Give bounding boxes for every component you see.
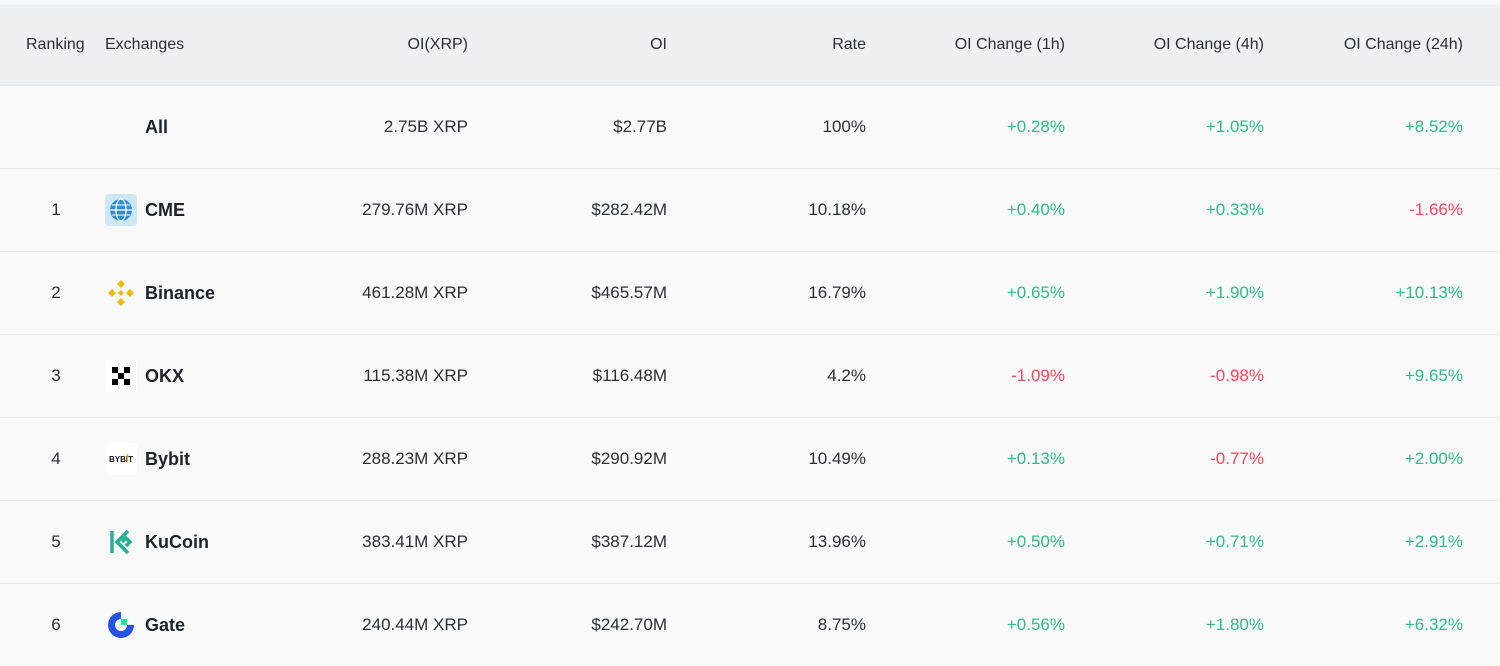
- oi-cell: $465.57M: [591, 283, 667, 302]
- okx-checker-icon: [105, 360, 137, 392]
- header-oi[interactable]: OI: [650, 36, 667, 53]
- oi-cell: $387.12M: [591, 532, 667, 551]
- oi-cell: $290.92M: [591, 449, 667, 468]
- oi-xrp-cell: 115.38M XRP: [363, 366, 468, 385]
- oi-xrp-cell: 240.44M XRP: [362, 615, 468, 634]
- rate-cell: 10.18%: [808, 200, 866, 219]
- oi-change-1h-cell: +0.28%: [1006, 117, 1065, 136]
- exchange-cell[interactable]: Gate: [105, 584, 305, 666]
- oi-cell: $2.77B: [613, 117, 667, 136]
- rate-cell: 16.79%: [808, 283, 866, 302]
- rank-cell: 3: [51, 366, 61, 385]
- oi-change-4h-cell: +0.71%: [1205, 532, 1264, 551]
- oi-change-4h-cell: +1.90%: [1205, 283, 1264, 302]
- header-ranking[interactable]: Ranking: [26, 36, 85, 53]
- rate-cell: 10.49%: [808, 449, 866, 468]
- rate-cell: 13.96%: [808, 532, 866, 551]
- exchange-oi-table: Ranking Exchanges OI(XRP) OI Rate OI Cha…: [0, 5, 1500, 666]
- binance-diamond-icon: [105, 277, 137, 309]
- oi-change-1h-cell: +0.65%: [1006, 283, 1065, 302]
- exchange-cell[interactable]: Binance: [105, 252, 305, 334]
- oi-xrp-cell: 461.28M XRP: [362, 283, 468, 302]
- rank-cell: 4: [51, 449, 61, 468]
- rank-cell: 1: [51, 200, 61, 219]
- header-rate[interactable]: Rate: [832, 36, 866, 53]
- exchange-name: KuCoin: [145, 531, 209, 552]
- oi-cell: $116.48M: [592, 366, 667, 385]
- oi-change-24h-cell: +6.32%: [1404, 615, 1463, 634]
- table-row-binance[interactable]: 2 Binance 461.28M XRP $465.57M 16.79% +0…: [0, 252, 1500, 335]
- oi-change-4h-cell: -0.77%: [1210, 449, 1264, 468]
- exchange-name: All: [145, 116, 169, 137]
- oi-xrp-cell: 279.76M XRP: [362, 200, 468, 219]
- exchange-name: Bybit: [145, 448, 190, 469]
- kucoin-logo-icon: [105, 526, 137, 558]
- oi-change-24h-cell: +8.52%: [1404, 117, 1463, 136]
- table-row-kucoin[interactable]: 5 KuCoin 383.41M XRP $387.12M 13.96% +0.…: [0, 501, 1500, 584]
- oi-xrp-cell: 288.23M XRP: [362, 449, 468, 468]
- rank-cell: 2: [51, 283, 61, 302]
- table-row-okx[interactable]: 3 OKX 115.38M XRP $116.48M 4.2% -1.09%: [0, 335, 1500, 418]
- oi-change-4h-cell: +1.05%: [1205, 117, 1264, 136]
- oi-change-1h-cell: -1.09%: [1011, 366, 1065, 385]
- oi-change-1h-cell: +0.56%: [1006, 615, 1065, 634]
- exchange-name: Binance: [145, 282, 216, 303]
- exchange-name: OKX: [145, 365, 185, 386]
- table-row-cme[interactable]: 1 CME 279.76M XRP $282.42M 10.18% +0.40%…: [0, 169, 1500, 252]
- exchange-name: CME: [145, 199, 185, 220]
- oi-change-24h-cell: +2.91%: [1404, 532, 1463, 551]
- exchange-cell[interactable]: OKX: [105, 335, 305, 417]
- rank-cell: [0, 86, 112, 168]
- header-oi-change-4h[interactable]: OI Change (4h): [1153, 36, 1264, 53]
- exchange-name: Gate: [145, 614, 186, 635]
- oi-change-1h-cell: +0.13%: [1006, 449, 1065, 468]
- bybit-logo-icon: BYBIT: [105, 443, 137, 475]
- rank-cell: 5: [51, 532, 61, 551]
- oi-change-24h-cell: +9.65%: [1404, 366, 1463, 385]
- rank-cell: 6: [51, 615, 61, 634]
- oi-xrp-cell: 2.75B XRP: [383, 117, 468, 136]
- oi-change-1h-cell: +0.50%: [1006, 532, 1065, 551]
- table-row-gate[interactable]: 6 Gate 240.44M XRP $242.70M 8.75% +0.56%…: [0, 584, 1500, 666]
- exchange-cell[interactable]: KuCoin: [105, 501, 305, 583]
- rate-cell: 8.75%: [817, 615, 866, 634]
- cme-globe-icon: [105, 194, 137, 226]
- exchange-cell: All: [105, 86, 305, 168]
- oi-change-4h-cell: -0.98%: [1210, 366, 1264, 385]
- oi-change-4h-cell: +1.80%: [1205, 615, 1264, 634]
- header-oi-xrp[interactable]: OI(XRP): [407, 36, 468, 53]
- oi-cell: $282.42M: [591, 200, 667, 219]
- svg-text:BYBIT: BYBIT: [109, 455, 133, 464]
- table-header: Ranking Exchanges OI(XRP) OI Rate OI Cha…: [0, 5, 1500, 86]
- oi-change-24h-cell: +2.00%: [1404, 449, 1463, 468]
- oi-change-4h-cell: +0.33%: [1205, 200, 1264, 219]
- oi-change-24h-cell: -1.66%: [1409, 200, 1463, 219]
- rate-cell: 4.2%: [827, 366, 866, 385]
- table-row-all[interactable]: All 2.75B XRP $2.77B 100% +0.28% +1.05% …: [0, 86, 1500, 169]
- rate-cell: 100%: [822, 117, 866, 136]
- exchange-cell[interactable]: CME: [105, 169, 305, 251]
- header-exchanges[interactable]: Exchanges: [105, 36, 185, 53]
- oi-change-24h-cell: +10.13%: [1395, 283, 1463, 302]
- header-oi-change-24h[interactable]: OI Change (24h): [1343, 36, 1463, 53]
- header-oi-change-1h[interactable]: OI Change (1h): [954, 36, 1065, 53]
- gate-logo-icon: [105, 609, 137, 641]
- table-row-bybit[interactable]: 4 BYBIT Bybit 288.23M XRP $290.92M 10.49…: [0, 418, 1500, 501]
- oi-xrp-cell: 383.41M XRP: [362, 532, 468, 551]
- oi-cell: $242.70M: [591, 615, 667, 634]
- exchange-cell[interactable]: BYBIT Bybit: [105, 418, 305, 500]
- oi-change-1h-cell: +0.40%: [1006, 200, 1065, 219]
